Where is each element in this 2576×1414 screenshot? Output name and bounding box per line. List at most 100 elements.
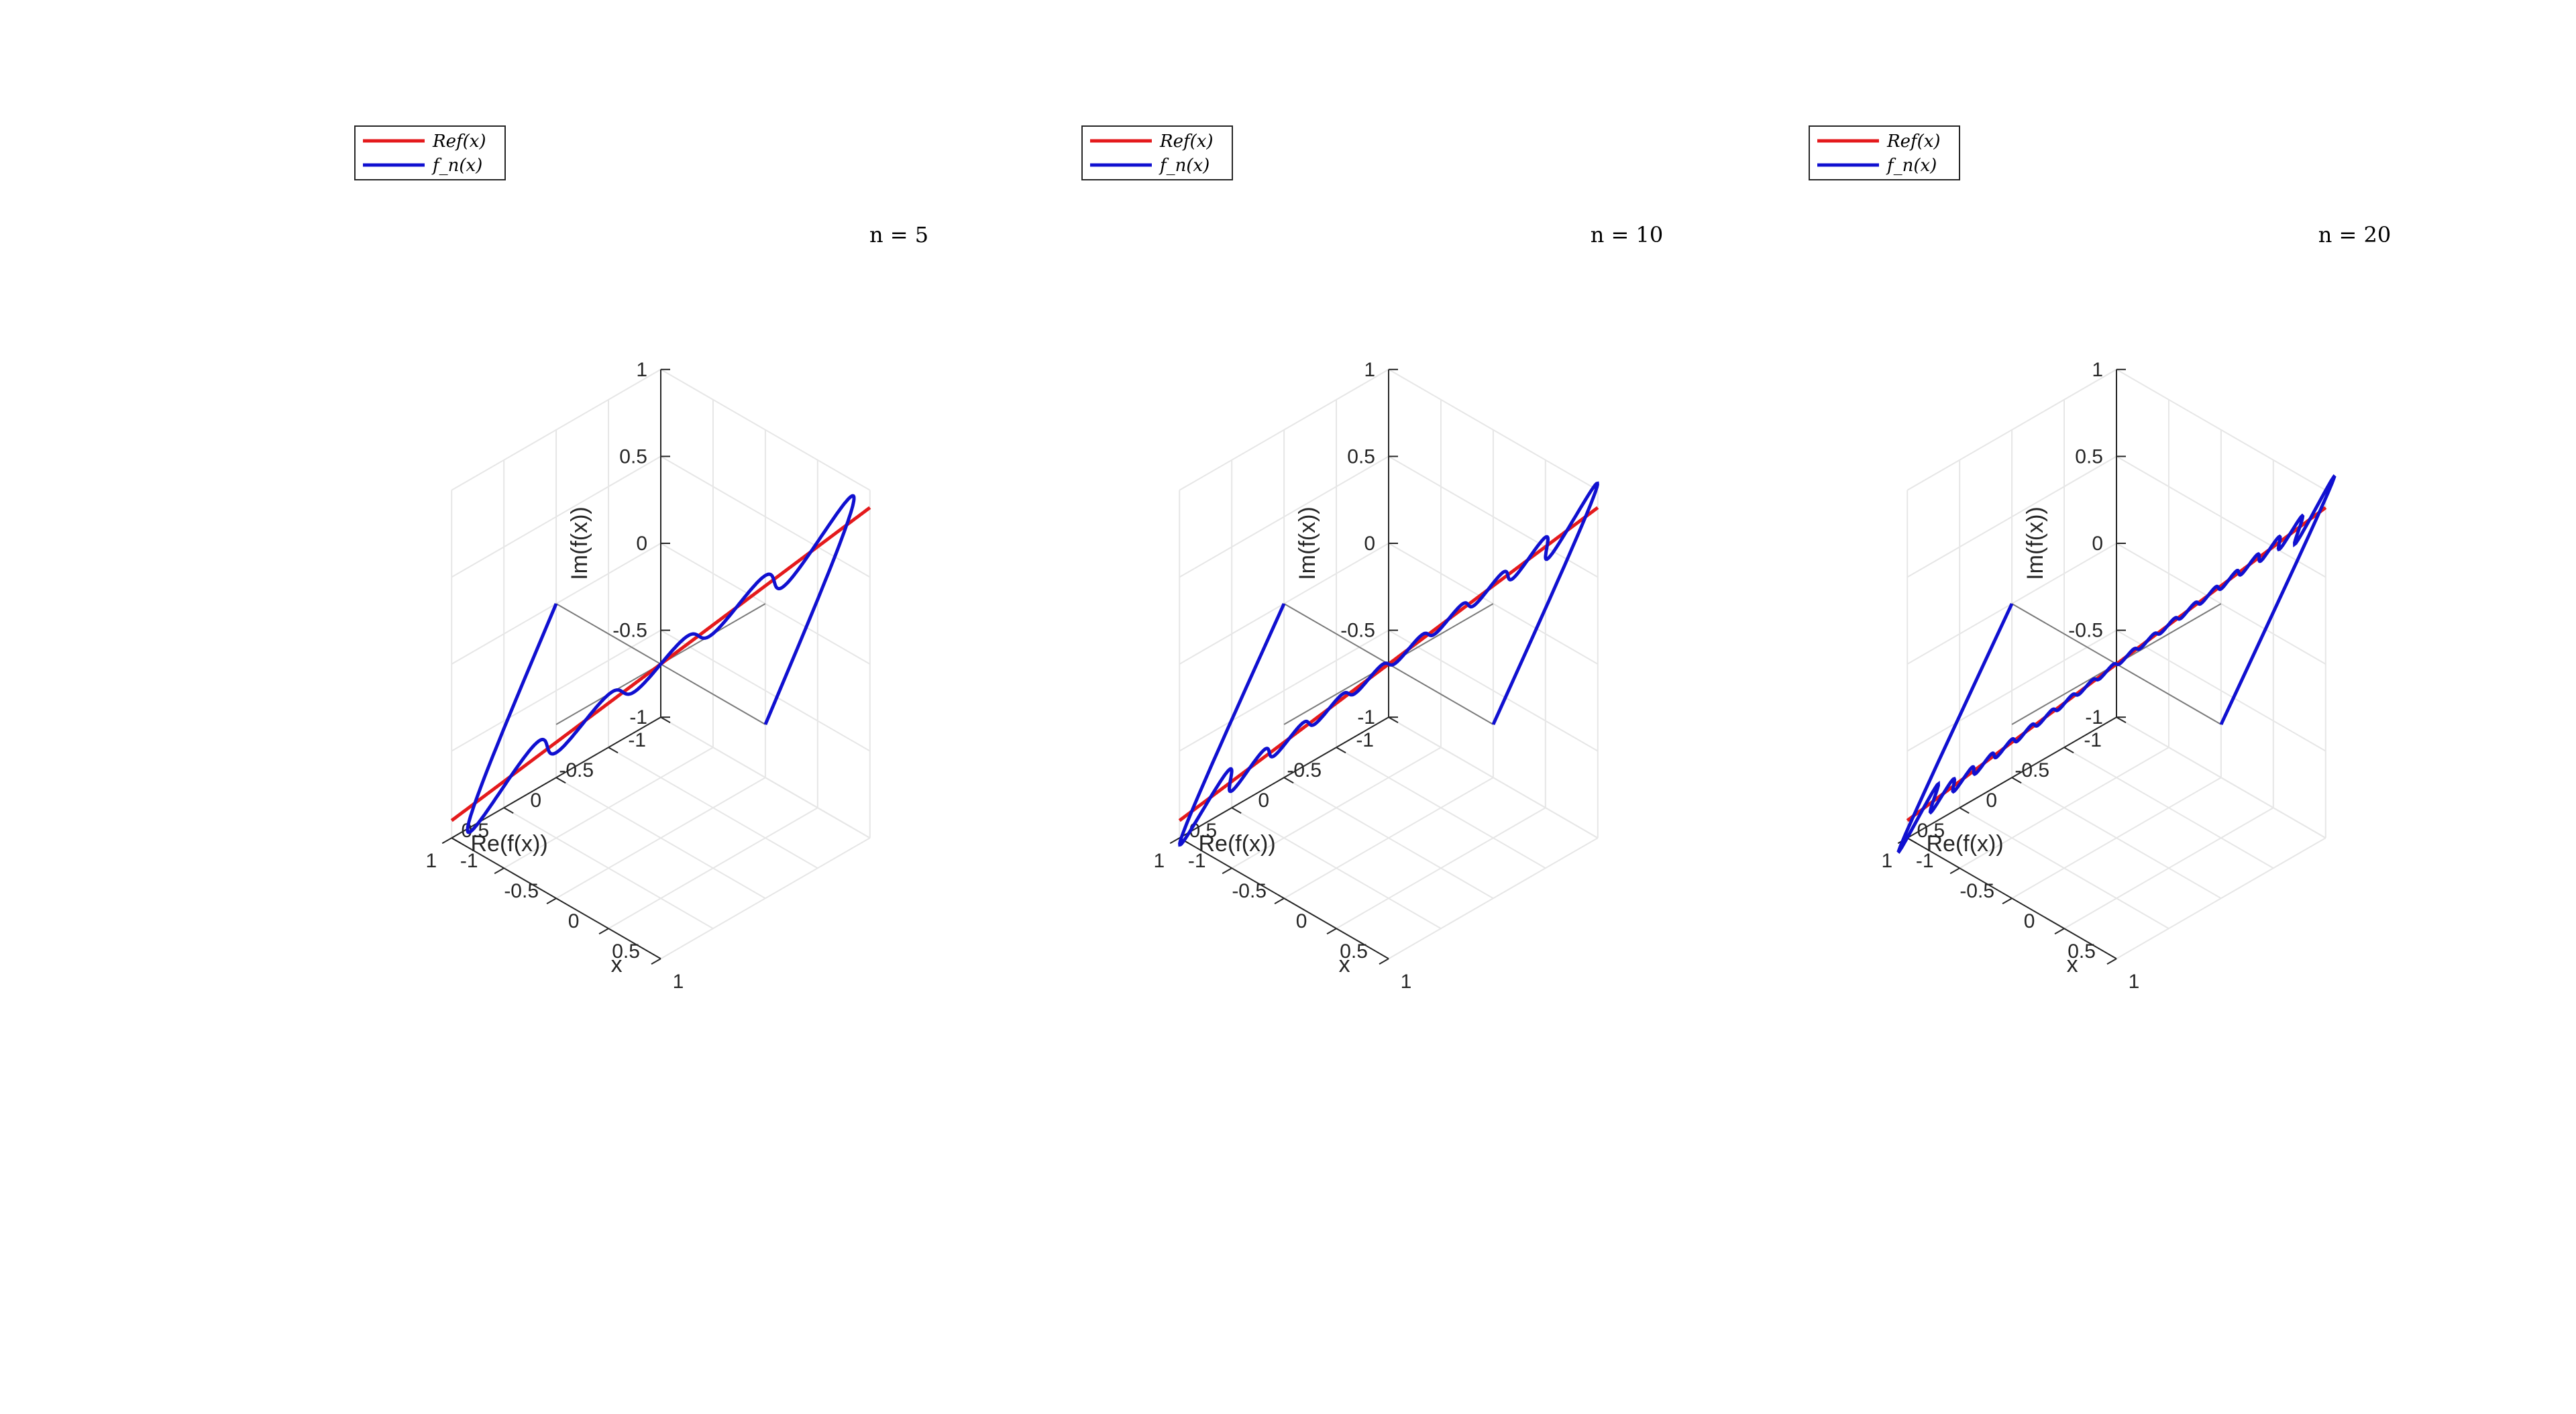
y-axis-label: Re(f(x)) xyxy=(1927,831,2004,857)
legend-label-fn: f_n(x) xyxy=(431,156,482,176)
y-tick xyxy=(1283,777,1294,784)
subplot-2: -1-0.500.51-1-0.500.51-1-0.500.51xRe(f(x… xyxy=(1081,125,1663,993)
z-axis-label: Im(f(x)) xyxy=(567,506,592,580)
wall-gridline xyxy=(660,368,871,491)
floor-gridline-y xyxy=(1283,777,1494,900)
x-tick xyxy=(2106,958,2117,965)
z-tick-label: -0.5 xyxy=(1340,620,1375,642)
y-tick-label: 0.5 xyxy=(461,820,489,842)
y-tick-label: 0.5 xyxy=(1917,820,1945,842)
x-tick xyxy=(494,867,504,875)
x-tick xyxy=(651,958,661,965)
x-tick-label: 0.5 xyxy=(2068,940,2096,963)
y-tick xyxy=(1336,747,1346,754)
y-tick xyxy=(2011,777,2022,784)
legend-label-fn: f_n(x) xyxy=(1159,156,1210,176)
y-tick xyxy=(1388,716,1399,724)
z-tick-label: 0.5 xyxy=(1347,445,1375,468)
floor-gridline-y xyxy=(1231,807,1442,930)
floor-gridline-y xyxy=(2011,777,2222,900)
floor-gridline-x xyxy=(660,837,871,960)
y-tick xyxy=(608,747,619,754)
x-tick xyxy=(598,928,609,935)
x-tick-label: 0.5 xyxy=(612,940,640,963)
z-tick-label: 1 xyxy=(2092,359,2103,381)
y-tick-label: -1 xyxy=(628,729,646,751)
x-tick-label: 1 xyxy=(2129,971,2140,993)
y-tick xyxy=(660,716,671,724)
y-tick-label: -1 xyxy=(2084,729,2102,751)
x-tick xyxy=(1949,867,1960,875)
floor-gridline-x xyxy=(608,807,818,930)
chart-title: n = 5 xyxy=(869,222,928,248)
x-tick-label: -0.5 xyxy=(1960,880,1994,902)
x-tick xyxy=(1379,958,1389,965)
z-axis-label: Im(f(x)) xyxy=(1295,506,1320,580)
y-tick xyxy=(2063,747,2074,754)
x-tick xyxy=(441,837,452,845)
wall-gridline xyxy=(1388,455,1599,578)
legend-label-ref: Ref(x) xyxy=(1886,131,1941,152)
chart-title: n = 20 xyxy=(2318,222,2391,248)
y-tick xyxy=(555,777,566,784)
x-tick xyxy=(1326,928,1337,935)
y-tick-label: 1 xyxy=(1882,850,1893,872)
legend: Ref(x) f_n(x) xyxy=(1809,125,1960,180)
x-axis-label: x xyxy=(611,952,623,977)
y-tick-label: 1 xyxy=(426,850,437,872)
series-fn-line xyxy=(1178,481,1599,847)
y-axis-label: Re(f(x)) xyxy=(471,831,548,857)
x-tick-label: -1 xyxy=(1188,850,1206,872)
wall-gridline xyxy=(451,368,661,491)
floor-gridline-y xyxy=(555,777,766,900)
z-tick-label: -0.5 xyxy=(2068,620,2103,642)
legend-box xyxy=(354,125,506,180)
series-fn-line xyxy=(1896,474,2337,855)
z-tick-label: 0.5 xyxy=(2075,445,2103,468)
z-tick-label: 0 xyxy=(1364,533,1375,555)
x-tick xyxy=(1274,898,1285,905)
floor-gridline-x xyxy=(2063,807,2274,930)
y-tick-label: 1 xyxy=(1154,850,1165,872)
y-tick-label: -0.5 xyxy=(1287,759,1322,781)
x-tick-label: 1 xyxy=(1401,971,1412,993)
y-tick xyxy=(503,807,514,814)
z-tick-label: -1 xyxy=(1357,706,1375,728)
x-tick-label: 0.5 xyxy=(1340,940,1368,963)
legend-label-ref: Ref(x) xyxy=(432,131,486,152)
wall-gridline xyxy=(2116,455,2326,578)
x-tick-label: -0.5 xyxy=(504,880,539,902)
z-tick-label: 0 xyxy=(2092,533,2103,555)
z-axis-label: Im(f(x)) xyxy=(2023,506,2048,580)
wall-gridline xyxy=(1907,368,2117,491)
z-tick-label: -0.5 xyxy=(612,620,647,642)
x-tick-label: 0 xyxy=(1296,910,1307,932)
x-tick xyxy=(2002,898,2012,905)
y-tick-label: 0 xyxy=(530,790,541,812)
y-tick xyxy=(2116,716,2127,724)
chart-title: n = 10 xyxy=(1591,222,1663,248)
legend-box xyxy=(1081,125,1233,180)
y-tick-label: 0 xyxy=(1986,790,1997,812)
wall-gridline xyxy=(2116,368,2326,491)
z-tick-label: 0.5 xyxy=(619,445,647,468)
x-tick-label: -1 xyxy=(460,850,478,872)
x-tick-label: 0 xyxy=(2024,910,2035,932)
wall-gridline xyxy=(1179,368,1389,491)
legend-label-fn: f_n(x) xyxy=(1886,156,1937,176)
floor-gridline-x xyxy=(2116,837,2326,960)
x-axis-label: x xyxy=(2067,952,2078,977)
legend: Ref(x) f_n(x) xyxy=(1081,125,1233,180)
wall-gridline xyxy=(1388,368,1599,491)
x-tick-label: 1 xyxy=(673,971,684,993)
series-fn-line xyxy=(466,494,856,834)
floor-gridline-y xyxy=(503,807,714,930)
z-tick-label: 1 xyxy=(1364,359,1375,381)
y-tick xyxy=(451,837,462,845)
y-tick-label: -1 xyxy=(1356,729,1374,751)
z-tick-label: -1 xyxy=(2085,706,2103,728)
z-tick-label: 0 xyxy=(636,533,647,555)
wall-gridline xyxy=(1179,455,1389,578)
wall-gridline xyxy=(1907,455,2117,578)
